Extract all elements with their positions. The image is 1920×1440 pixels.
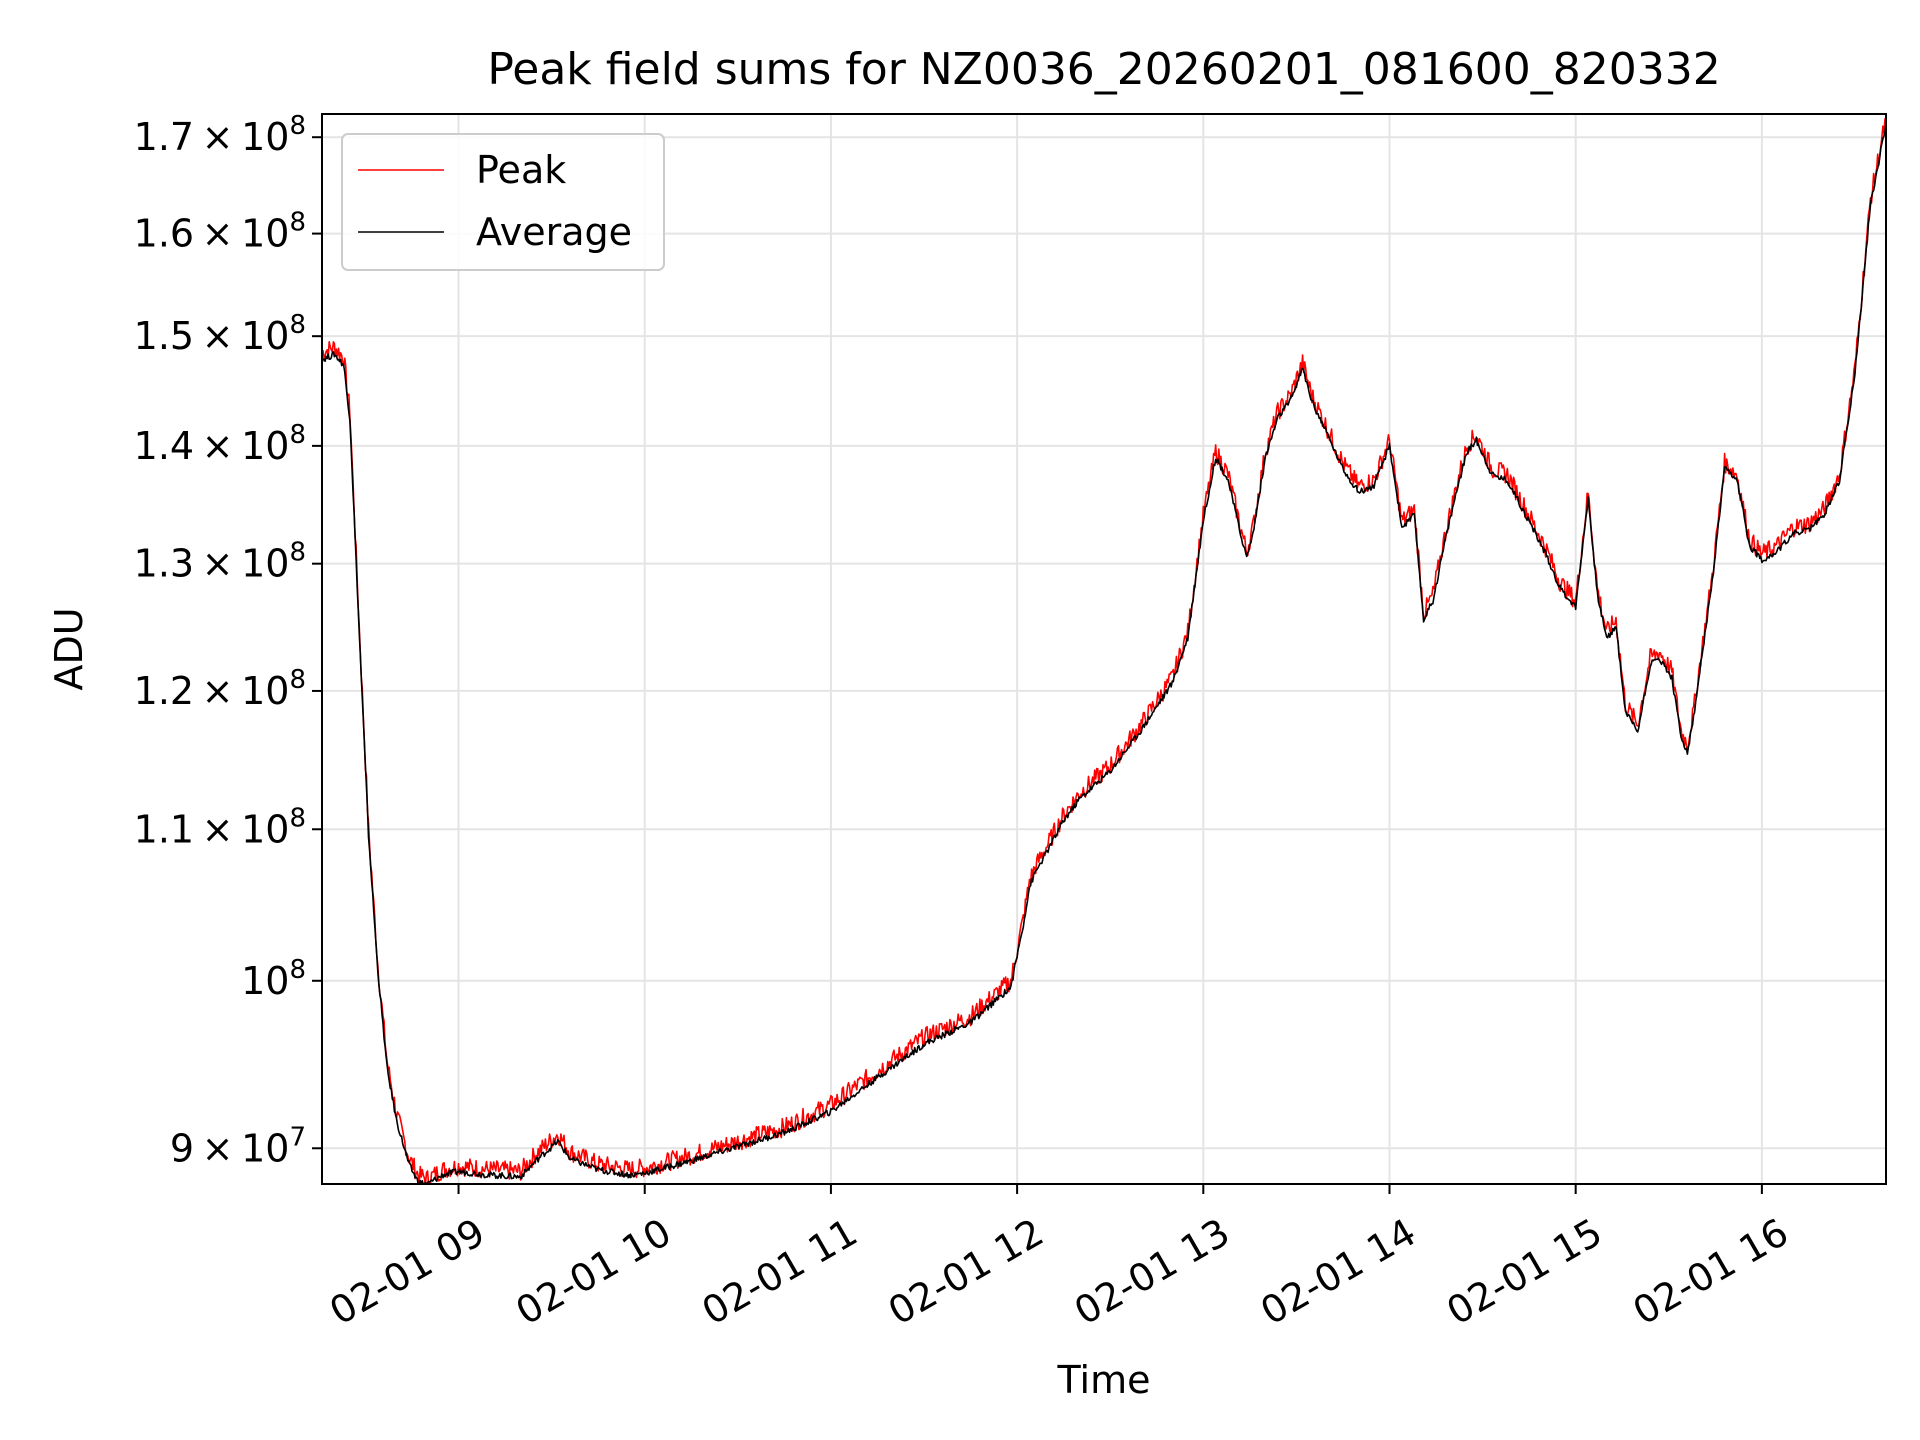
legend-label-peak: Peak xyxy=(476,148,566,192)
y-tick-exponent: 8 xyxy=(289,955,306,985)
chart-title: Peak field sums for NZ0036_20260201_0816… xyxy=(487,44,1720,95)
legend-label-average: Average xyxy=(476,210,632,254)
y-tick-exponent: 8 xyxy=(289,111,306,141)
y-tick-exponent: 8 xyxy=(289,310,306,340)
y-tick-base: 9 × 10 xyxy=(170,1126,290,1170)
y-tick-base: 1.4 × 10 xyxy=(134,424,290,468)
x-axis-label: Time xyxy=(1057,1358,1151,1402)
y-tick-label: 9 × 107 xyxy=(170,1122,306,1170)
y-tick-label: 1.3 × 108 xyxy=(134,538,306,586)
x-tick-label: 02-01 10 xyxy=(508,1210,678,1334)
x-axis: 02-01 09 02-01 10 02-01 11 02-01 12 02-01 13… xyxy=(322,1184,1796,1334)
y-tick-label: 1.4 × 108 xyxy=(134,420,306,468)
legend: Peak Average xyxy=(341,133,665,271)
x-tick-label: 02-01 14 xyxy=(1253,1210,1423,1334)
y-tick-base: 1.2 × 10 xyxy=(134,669,290,713)
series-layer xyxy=(322,117,1886,1184)
x-tick-label: 02-01 16 xyxy=(1626,1210,1796,1334)
x-tick-label: 02-01 11 xyxy=(695,1210,865,1334)
y-tick-label: 1.2 × 108 xyxy=(134,665,306,713)
y-tick-label: 1.5 × 108 xyxy=(134,310,306,358)
y-tick-base: 1.1 × 10 xyxy=(134,807,290,851)
y-tick-exponent: 8 xyxy=(289,803,306,833)
y-tick-base: 10 xyxy=(241,959,289,1003)
y-tick-base: 1.3 × 10 xyxy=(134,542,290,586)
x-tick-label: 02-01 13 xyxy=(1067,1210,1237,1334)
y-tick-exponent: 7 xyxy=(289,1122,306,1152)
y-tick-label: 1.7 × 108 xyxy=(134,111,306,159)
y-tick-exponent: 8 xyxy=(289,538,306,568)
series-line-peak xyxy=(322,117,1886,1184)
y-tick-exponent: 8 xyxy=(289,665,306,695)
y-axis-label: ADU xyxy=(47,607,91,690)
y-tick-exponent: 8 xyxy=(289,208,306,238)
y-tick-base: 1.6 × 10 xyxy=(134,212,290,256)
y-tick-label: 1.1 × 108 xyxy=(134,803,306,851)
y-tick-label: 1.6 × 108 xyxy=(134,208,306,256)
plot-frame xyxy=(321,113,1887,1185)
x-tick-label: 02-01 09 xyxy=(322,1210,492,1334)
legend-box xyxy=(341,133,665,271)
x-tick-label: 02-01 15 xyxy=(1439,1210,1609,1334)
y-tick-base: 1.5 × 10 xyxy=(134,314,290,358)
x-tick-label: 02-01 12 xyxy=(881,1210,1051,1334)
y-tick-base: 1.7 × 10 xyxy=(134,115,290,159)
y-tick-label: 108 xyxy=(241,955,306,1003)
series-line-average xyxy=(322,123,1886,1184)
grid xyxy=(322,114,1886,1184)
y-tick-exponent: 8 xyxy=(289,420,306,450)
